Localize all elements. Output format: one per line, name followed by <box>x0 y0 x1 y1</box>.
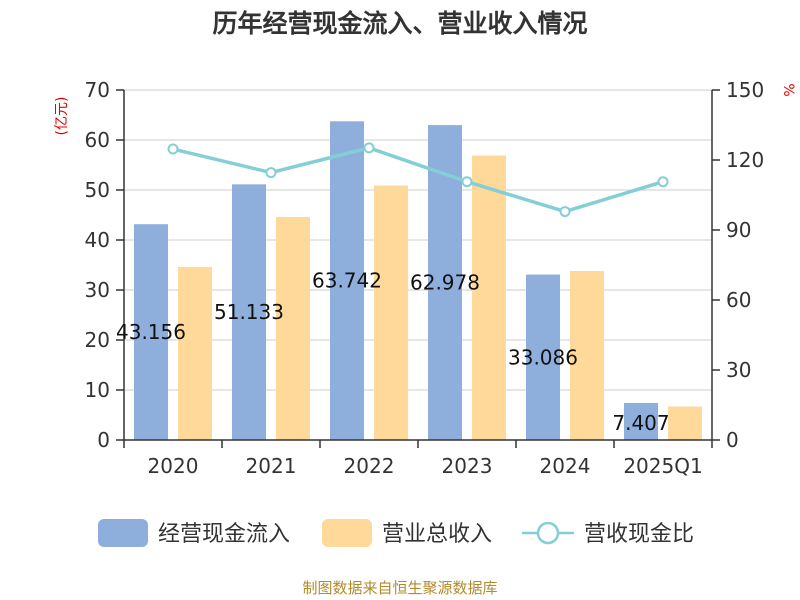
legend-swatch-revenue <box>322 519 372 547</box>
right-axis-tick-label: 30 <box>726 358 751 382</box>
revenue-bar <box>178 267 212 440</box>
ratio-line <box>167 142 669 218</box>
revenue-bar <box>570 271 604 440</box>
legend-label: 营业总收入 <box>382 522 492 547</box>
ratio-line-point <box>265 167 277 179</box>
legend-swatch-cash-inflow <box>98 519 148 547</box>
revenue-bar <box>668 406 702 440</box>
cash-inflow-bar <box>526 274 560 440</box>
x-axis-tick-label: 2025Q1 <box>623 454 702 478</box>
left-axis-unit: (亿元) <box>54 97 70 136</box>
ratio-line-point <box>363 142 375 154</box>
cash-inflow-data-label: 43.156 <box>116 320 186 344</box>
cash-inflow-data-label: 51.133 <box>214 300 284 324</box>
x-axis-tick-label: 2023 <box>442 454 493 478</box>
grid-lines <box>124 89 712 441</box>
x-axis-tick-label: 2021 <box>246 454 297 478</box>
x-axis-tick-label: 2022 <box>344 454 395 478</box>
cash-inflow-bar <box>330 121 364 440</box>
chart-title: 历年经营现金流入、营业收入情况 <box>212 9 587 38</box>
left-axis-tick-label: 30 <box>85 278 110 302</box>
data-labels: 43.156 51.133 63.742 62.978 33.086 7.407 <box>116 269 670 435</box>
right-axis-tick-label: 60 <box>726 288 751 312</box>
left-axis-tick-label: 50 <box>85 178 110 202</box>
source-note: 制图数据来自恒生聚源数据库 <box>302 579 497 597</box>
legend: 经营现金流入 营业总收入 营收现金比 <box>98 519 694 547</box>
ratio-line-point <box>461 176 473 188</box>
cash-inflow-data-label: 33.086 <box>508 345 578 369</box>
ratio-line-point <box>559 206 571 218</box>
cash-inflow-bar <box>624 402 658 440</box>
left-axis-tick-label: 10 <box>85 378 110 402</box>
x-axis-tick-label: 2020 <box>148 454 199 478</box>
ratio-line-point <box>657 176 669 188</box>
right-axis-tick-label: 90 <box>726 218 751 242</box>
right-axis-tick-label: 120 <box>726 148 764 172</box>
cash-inflow-bar <box>232 184 266 440</box>
left-axis-tick-label: 0 <box>97 428 110 452</box>
revenue-bar <box>472 155 506 440</box>
ratio-line-point <box>167 143 179 155</box>
legend-swatch-ratio-marker <box>536 521 560 545</box>
cash-inflow-data-label: 7.407 <box>612 411 669 435</box>
legend-label: 经营现金流入 <box>158 522 290 547</box>
ratio-line-path <box>172 146 664 214</box>
cash-inflow-bar <box>134 224 168 440</box>
axes: 0 10 20 30 40 50 60 70 0 30 60 90 120 150 2020 2021 2022… <box>85 78 765 478</box>
legend-label: 营收现金比 <box>584 522 694 547</box>
revenue-bar <box>276 217 310 440</box>
left-axis-tick-label: 20 <box>85 328 110 352</box>
right-axis-tick-label: 0 <box>726 428 739 452</box>
left-axis-tick-label: 40 <box>85 228 110 252</box>
revenue-bar <box>374 185 408 440</box>
left-axis-tick-label: 70 <box>85 78 110 102</box>
right-axis-tick-label: 150 <box>726 78 764 102</box>
bars <box>134 121 702 441</box>
cash-inflow-data-label: 62.978 <box>410 271 480 295</box>
cash-inflow-data-label: 63.742 <box>312 269 382 293</box>
right-axis-unit: % <box>780 83 796 96</box>
left-axis-tick-label: 60 <box>85 128 110 152</box>
x-axis-tick-label: 2024 <box>540 454 591 478</box>
